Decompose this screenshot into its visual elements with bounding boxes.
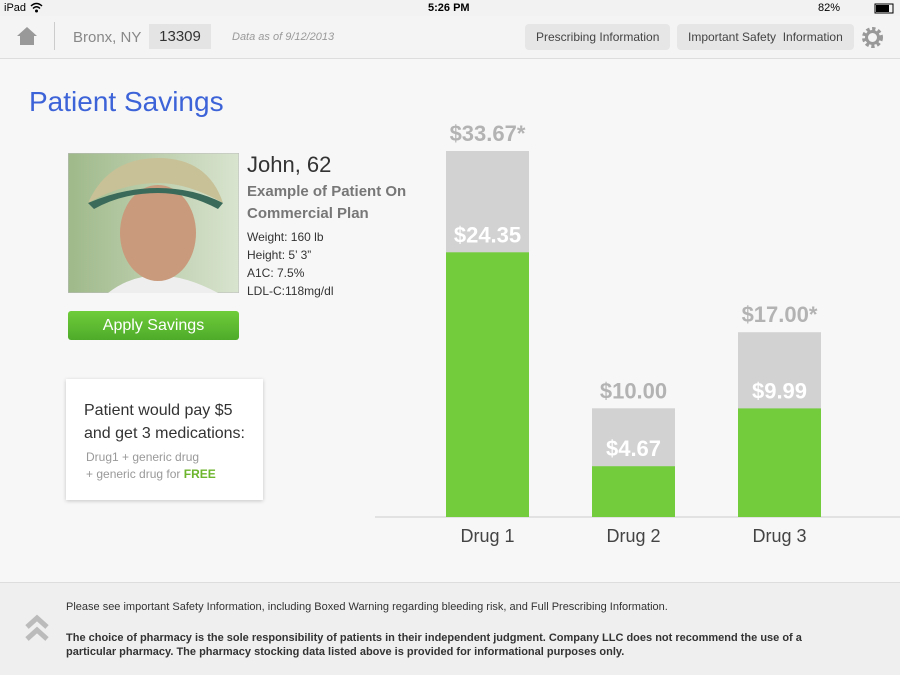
page-title: Patient Savings [29, 86, 224, 117]
detail: Height: 5’ 3” [247, 248, 312, 262]
patient-photo [68, 153, 239, 293]
detail: LDL-C:118mg/dl [247, 284, 334, 298]
settings-icon[interactable] [860, 25, 885, 50]
offer-line-text: + generic drug for [86, 467, 181, 481]
offer-line: Drug1 + generic drug [86, 450, 200, 464]
nav-button[interactable]: Prescribing Information [525, 24, 671, 50]
data-date: Data as of 9/12/2013 [232, 31, 335, 43]
value-label: $10.00 [600, 378, 667, 403]
free-label: FREE [183, 467, 216, 481]
expand-icon[interactable] [25, 613, 49, 645]
home-icon[interactable] [16, 26, 38, 46]
offer-line: + generic drug for FREE [86, 466, 216, 483]
savings-chart: $33.67* $24.35 Drug 1 $10.00 $4.67 Drug 2 $17.… [375, 121, 900, 546]
x-tick-label: Drug 2 [606, 526, 660, 546]
wifi-icon [30, 2, 43, 13]
nav-bar: Bronx, NY 13309 Data as of 9/12/2013 Pre… [0, 16, 900, 59]
offer-text: Drug1 + generic drug + generic drug for … [86, 449, 216, 483]
detail: A1C: 7.5% [247, 266, 305, 280]
battery: 82% [818, 2, 841, 14]
time: 5:26 PM [428, 2, 470, 14]
bar [738, 408, 821, 517]
footer-disclaimer: The choice of pharmacy is the sole respo… [66, 632, 802, 658]
value-label: $4.67 [606, 436, 661, 461]
location: Bronx, NY [73, 29, 142, 46]
x-tick-label: Drug 1 [460, 526, 514, 546]
detail: Weight: 160 lb [247, 230, 324, 244]
offer-card: Patient would pay $5 and get 3 medicatio… [66, 379, 263, 500]
value-label: $9.99 [752, 378, 807, 403]
patient-details: Weight: 160 lb Height: 5’ 3” A1C: 7.5% L… [247, 228, 333, 300]
patient-plan: Example of Patient On Commercial Plan [247, 183, 407, 222]
nav-button[interactable]: Important Safety Information [677, 24, 854, 50]
value-label: $24.35 [454, 222, 521, 247]
bar [592, 466, 675, 517]
value-label: $17.00* [742, 302, 818, 327]
patient-name: John, 62 [247, 152, 332, 177]
x-tick-label: Drug 3 [752, 526, 806, 546]
battery-icon [874, 3, 894, 14]
value-label: $33.67* [450, 121, 526, 146]
footer: Please see important Safety Information,… [0, 582, 900, 675]
bar [446, 252, 529, 517]
apply-savings-button[interactable]: Apply Savings [68, 311, 239, 340]
footer-note: Please see important Safety Information,… [66, 601, 668, 613]
offer-headline: Patient would pay $5 and get 3 medicatio… [84, 402, 245, 442]
device: iPad [4, 2, 27, 14]
status-bar: iPad 5:26 PM 82% [0, 0, 900, 16]
zip[interactable]: 13309 [149, 24, 211, 49]
